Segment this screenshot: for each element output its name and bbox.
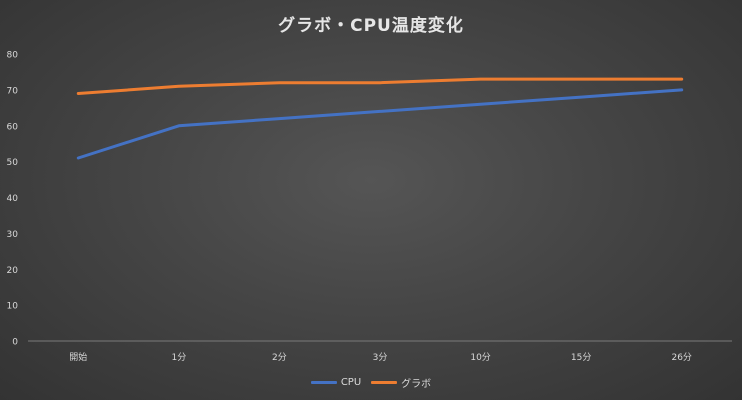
y-tick-label: 60 xyxy=(7,122,19,132)
x-tick-label: 2分 xyxy=(272,352,287,363)
series-lines xyxy=(76,77,684,160)
x-tick-label: 1分 xyxy=(171,352,186,363)
legend-swatch xyxy=(310,381,337,384)
chart-title: グラボ・CPU温度変化 xyxy=(278,16,464,36)
legend-item: グラボ xyxy=(371,375,431,390)
y-tick-label: 70 xyxy=(7,86,19,96)
legend-item: CPU xyxy=(310,375,362,390)
legend-label: グラボ xyxy=(401,379,432,390)
x-tick-label: 15分 xyxy=(571,352,591,363)
y-tick-label: 40 xyxy=(7,194,19,204)
y-tick-label: 0 xyxy=(12,338,18,348)
y-tick-label: 20 xyxy=(7,266,19,276)
x-tick-label: 3分 xyxy=(373,352,388,363)
y-tick-label: 50 xyxy=(7,158,19,168)
series-line-gpu xyxy=(76,77,684,95)
x-tick-label: 26分 xyxy=(671,352,691,363)
x-tick-label: 10分 xyxy=(470,352,490,363)
x-tick-label: 開始 xyxy=(69,351,87,363)
y-tick-label: 30 xyxy=(7,230,19,240)
x-axis-ticks: 開始 1分 2分 3分 10分 15分 26分 xyxy=(69,351,692,363)
legend-swatch xyxy=(371,381,398,384)
series-line-cpu xyxy=(76,88,684,160)
y-tick-label: 80 xyxy=(7,51,19,61)
legend: CPU グラボ xyxy=(0,375,742,390)
y-tick-label: 10 xyxy=(7,302,19,312)
legend-label: CPU xyxy=(340,377,362,388)
y-axis-ticks: 0 10 20 30 40 50 60 70 80 xyxy=(7,51,19,348)
